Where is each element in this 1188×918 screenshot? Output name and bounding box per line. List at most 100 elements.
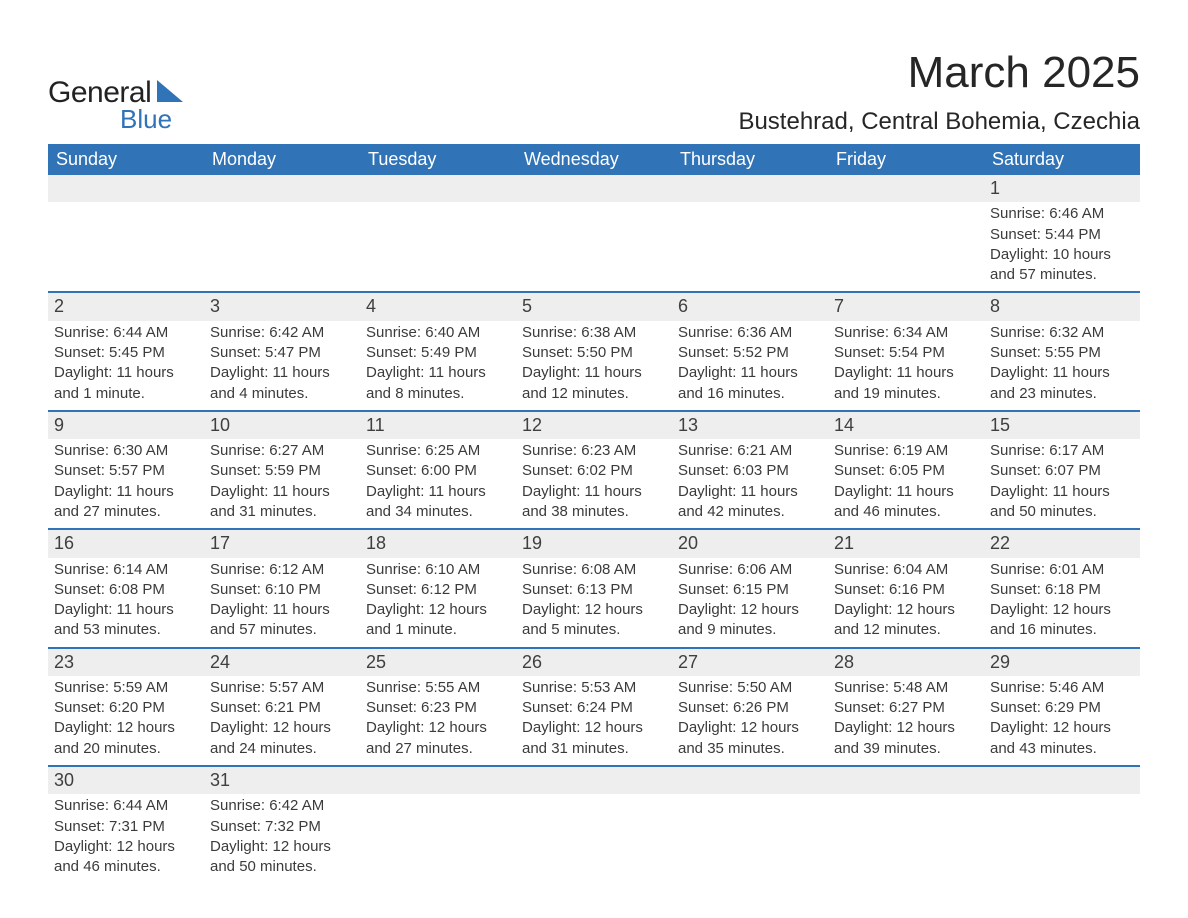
day-number-bar: 18: [360, 528, 516, 557]
day-number-bar: 8: [984, 291, 1140, 320]
day-number-bar: 2: [48, 291, 204, 320]
day-sunrise: Sunrise: 6:27 AM: [210, 441, 354, 461]
day-sunrise: Sunrise: 6:42 AM: [210, 323, 354, 343]
day-sunset: Sunset: 6:27 PM: [834, 698, 978, 718]
day-sunrise: Sunrise: 5:48 AM: [834, 678, 978, 698]
week-row: 2Sunrise: 6:44 AMSunset: 5:45 PMDaylight…: [48, 291, 1140, 409]
day-sunrise: Sunrise: 6:04 AM: [834, 560, 978, 580]
day-sunrise: Sunrise: 5:46 AM: [990, 678, 1134, 698]
day-sunrise: Sunrise: 6:44 AM: [54, 796, 198, 816]
day-daylight1: Daylight: 12 hours: [54, 837, 198, 857]
day-details: Sunrise: 6:25 AMSunset: 6:00 PMDaylight:…: [360, 439, 516, 528]
day-sunset: Sunset: 6:00 PM: [366, 461, 510, 481]
day-cell: 12Sunrise: 6:23 AMSunset: 6:02 PMDayligh…: [516, 410, 672, 528]
day-daylight1: Daylight: 11 hours: [834, 482, 978, 502]
calendar-table: Sunday Monday Tuesday Wednesday Thursday…: [48, 144, 1140, 883]
weekday-header: Wednesday: [516, 144, 672, 175]
day-sunrise: Sunrise: 6:08 AM: [522, 560, 666, 580]
day-daylight2: and 57 minutes.: [210, 620, 354, 640]
day-details: [828, 794, 984, 802]
day-number-bar: [48, 175, 204, 202]
day-daylight1: Daylight: 12 hours: [366, 600, 510, 620]
day-daylight1: Daylight: 12 hours: [210, 837, 354, 857]
day-daylight2: and 8 minutes.: [366, 384, 510, 404]
day-daylight2: and 4 minutes.: [210, 384, 354, 404]
day-number-bar: [828, 765, 984, 794]
day-number-bar: 4: [360, 291, 516, 320]
day-sunrise: Sunrise: 5:55 AM: [366, 678, 510, 698]
weekday-header: Sunday: [48, 144, 204, 175]
day-details: Sunrise: 6:40 AMSunset: 5:49 PMDaylight:…: [360, 321, 516, 410]
day-number-bar: 12: [516, 410, 672, 439]
day-daylight1: Daylight: 11 hours: [54, 600, 198, 620]
day-details: [516, 202, 672, 210]
day-details: Sunrise: 6:10 AMSunset: 6:12 PMDaylight:…: [360, 558, 516, 647]
day-daylight1: Daylight: 11 hours: [366, 363, 510, 383]
day-cell: [672, 765, 828, 883]
day-daylight1: Daylight: 12 hours: [522, 600, 666, 620]
day-cell: [516, 175, 672, 291]
day-sunset: Sunset: 6:07 PM: [990, 461, 1134, 481]
day-cell: 10Sunrise: 6:27 AMSunset: 5:59 PMDayligh…: [204, 410, 360, 528]
day-cell: [828, 175, 984, 291]
day-cell: 28Sunrise: 5:48 AMSunset: 6:27 PMDayligh…: [828, 647, 984, 765]
day-number-bar: 28: [828, 647, 984, 676]
day-details: Sunrise: 6:44 AMSunset: 7:31 PMDaylight:…: [48, 794, 204, 883]
day-cell: 25Sunrise: 5:55 AMSunset: 6:23 PMDayligh…: [360, 647, 516, 765]
day-number-bar: 29: [984, 647, 1140, 676]
day-number-bar: 16: [48, 528, 204, 557]
day-cell: 1Sunrise: 6:46 AMSunset: 5:44 PMDaylight…: [984, 175, 1140, 291]
day-daylight2: and 50 minutes.: [990, 502, 1134, 522]
week-row: 1Sunrise: 6:46 AMSunset: 5:44 PMDaylight…: [48, 175, 1140, 291]
day-cell: 15Sunrise: 6:17 AMSunset: 6:07 PMDayligh…: [984, 410, 1140, 528]
day-number-bar: 6: [672, 291, 828, 320]
day-daylight2: and 46 minutes.: [834, 502, 978, 522]
day-daylight2: and 5 minutes.: [522, 620, 666, 640]
day-daylight2: and 39 minutes.: [834, 739, 978, 759]
day-daylight2: and 16 minutes.: [678, 384, 822, 404]
day-sunrise: Sunrise: 6:34 AM: [834, 323, 978, 343]
day-sunrise: Sunrise: 6:25 AM: [366, 441, 510, 461]
day-cell: 23Sunrise: 5:59 AMSunset: 6:20 PMDayligh…: [48, 647, 204, 765]
day-sunrise: Sunrise: 6:12 AM: [210, 560, 354, 580]
day-number-bar: [516, 175, 672, 202]
day-sunset: Sunset: 5:55 PM: [990, 343, 1134, 363]
day-number-bar: 10: [204, 410, 360, 439]
day-daylight1: Daylight: 12 hours: [210, 718, 354, 738]
day-sunset: Sunset: 5:47 PM: [210, 343, 354, 363]
day-daylight1: Daylight: 11 hours: [834, 363, 978, 383]
day-details: Sunrise: 6:14 AMSunset: 6:08 PMDaylight:…: [48, 558, 204, 647]
day-details: Sunrise: 5:59 AMSunset: 6:20 PMDaylight:…: [48, 676, 204, 765]
day-cell: [516, 765, 672, 883]
day-sunrise: Sunrise: 6:10 AM: [366, 560, 510, 580]
logo: General Blue: [48, 76, 183, 135]
day-cell: 9Sunrise: 6:30 AMSunset: 5:57 PMDaylight…: [48, 410, 204, 528]
day-details: Sunrise: 6:36 AMSunset: 5:52 PMDaylight:…: [672, 321, 828, 410]
day-details: Sunrise: 6:27 AMSunset: 5:59 PMDaylight:…: [204, 439, 360, 528]
day-number-bar: 14: [828, 410, 984, 439]
day-cell: 30Sunrise: 6:44 AMSunset: 7:31 PMDayligh…: [48, 765, 204, 883]
day-sunset: Sunset: 5:50 PM: [522, 343, 666, 363]
day-sunset: Sunset: 6:16 PM: [834, 580, 978, 600]
day-number-bar: 9: [48, 410, 204, 439]
day-daylight2: and 42 minutes.: [678, 502, 822, 522]
day-daylight2: and 38 minutes.: [522, 502, 666, 522]
day-sunset: Sunset: 6:23 PM: [366, 698, 510, 718]
day-details: Sunrise: 6:46 AMSunset: 5:44 PMDaylight:…: [984, 202, 1140, 291]
day-details: Sunrise: 6:19 AMSunset: 6:05 PMDaylight:…: [828, 439, 984, 528]
day-details: Sunrise: 6:06 AMSunset: 6:15 PMDaylight:…: [672, 558, 828, 647]
day-sunrise: Sunrise: 6:30 AM: [54, 441, 198, 461]
day-sunrise: Sunrise: 6:36 AM: [678, 323, 822, 343]
day-details: [48, 202, 204, 210]
day-details: Sunrise: 6:44 AMSunset: 5:45 PMDaylight:…: [48, 321, 204, 410]
day-details: Sunrise: 6:30 AMSunset: 5:57 PMDaylight:…: [48, 439, 204, 528]
day-daylight1: Daylight: 11 hours: [678, 482, 822, 502]
day-cell: 24Sunrise: 5:57 AMSunset: 6:21 PMDayligh…: [204, 647, 360, 765]
day-details: Sunrise: 5:46 AMSunset: 6:29 PMDaylight:…: [984, 676, 1140, 765]
day-sunset: Sunset: 6:21 PM: [210, 698, 354, 718]
day-cell: [672, 175, 828, 291]
day-details: Sunrise: 6:04 AMSunset: 6:16 PMDaylight:…: [828, 558, 984, 647]
day-daylight2: and 57 minutes.: [990, 265, 1134, 285]
day-number-bar: 23: [48, 647, 204, 676]
day-sunset: Sunset: 5:59 PM: [210, 461, 354, 481]
